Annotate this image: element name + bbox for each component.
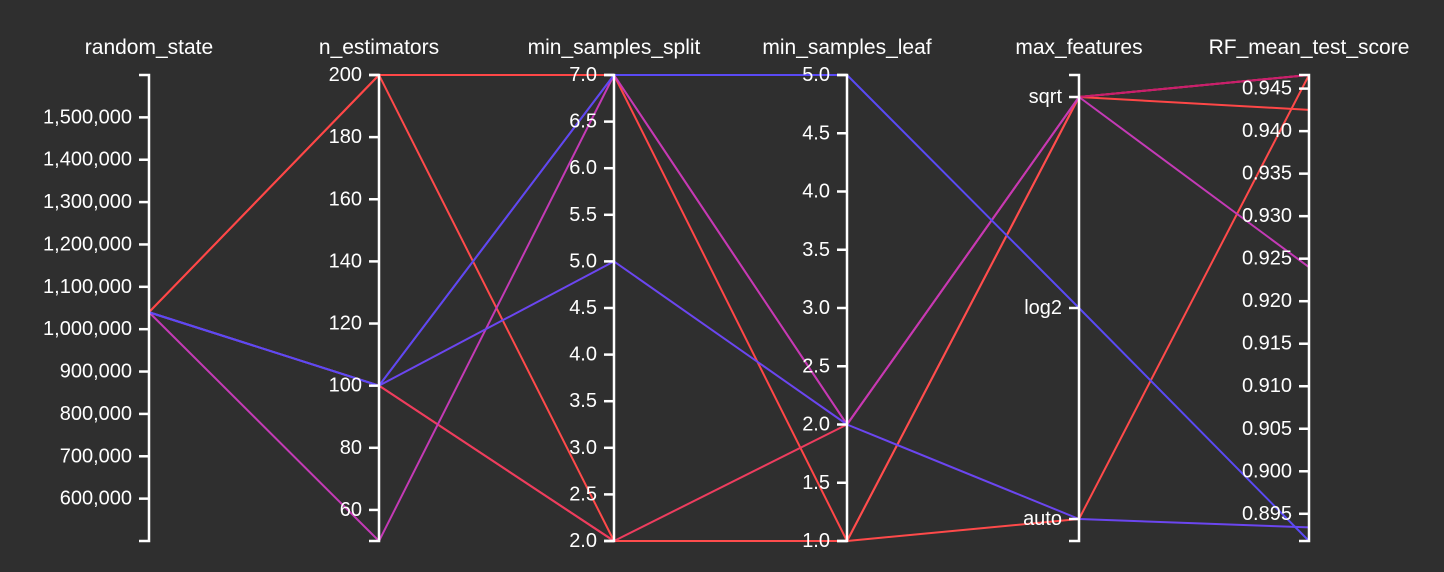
axis-title-random-state: random_state (85, 36, 213, 59)
axis-min-samples-leaf: min_samples_leaf 1.0 1.5 2.0 2.5 3.0 3.5 4.0 4.5… (762, 36, 931, 552)
axis-title-n-estimators: n_estimators (319, 36, 439, 59)
tick-label-min-samples-leaf: 2.5 (802, 355, 830, 377)
tick-label-rf-mean-test-score: 0.940 (1242, 120, 1292, 142)
series-line-4 (148, 74, 1310, 542)
tick-label-max-features: auto (1023, 508, 1062, 530)
tick-label-n-estimators: 120 (329, 313, 362, 335)
tick-label-random-state: 900,000 (60, 361, 132, 383)
tick-label-random-state: 1,400,000 (43, 149, 132, 171)
axis-title-rf-mean-test-score: RF_mean_test_score (1209, 36, 1410, 59)
tick-label-min-samples-split: 2.0 (569, 530, 597, 552)
tick-label-min-samples-leaf: 3.0 (802, 297, 830, 319)
axis-line-rf-mean-test-score (1299, 73, 1311, 543)
axis-min-samples-split: min_samples_split 2.0 2.5 3.0 3.5 4.0 4.5 5.0 5.… (528, 36, 701, 552)
axis-line-random-state (139, 73, 151, 543)
tick-label-random-state: 600,000 (60, 488, 132, 510)
axes-layer: random_state 600,000 700,000 800,000 900,000… (43, 36, 1409, 552)
tick-label-rf-mean-test-score: 0.900 (1242, 460, 1292, 482)
tick-label-min-samples-leaf: 4.5 (802, 122, 830, 144)
tick-label-rf-mean-test-score: 0.905 (1242, 418, 1292, 440)
axis-title-min-samples-split: min_samples_split (528, 36, 701, 59)
tick-label-min-samples-split: 4.5 (569, 297, 597, 319)
tick-label-n-estimators: 60 (340, 499, 362, 521)
tick-label-random-state: 700,000 (60, 445, 132, 467)
tick-label-rf-mean-test-score: 0.935 (1242, 163, 1292, 185)
tick-label-rf-mean-test-score: 0.920 (1242, 290, 1292, 312)
series-line-5 (148, 74, 1310, 426)
tick-label-random-state: 1,300,000 (43, 191, 132, 213)
tick-label-min-samples-leaf: 2.0 (802, 414, 830, 436)
series-line-2 (148, 74, 1310, 542)
tick-label-min-samples-split: 2.5 (569, 483, 597, 505)
tick-label-random-state: 1,200,000 (43, 233, 132, 255)
tick-label-rf-mean-test-score: 0.925 (1242, 248, 1292, 270)
tick-label-n-estimators: 160 (329, 188, 362, 210)
tick-label-min-samples-leaf: 3.5 (802, 239, 830, 261)
tick-label-min-samples-split: 5.5 (569, 204, 597, 226)
tick-label-min-samples-leaf: 4.0 (802, 181, 830, 203)
axis-rf-mean-test-score: RF_mean_test_score 0.895 0.900 0.905 0.910 0.… (1209, 36, 1410, 543)
axis-line-n-estimators (369, 73, 381, 543)
tick-label-rf-mean-test-score: 0.930 (1242, 205, 1292, 227)
tick-label-min-samples-split: 7.0 (569, 64, 597, 86)
tick-label-min-samples-split: 6.0 (569, 157, 597, 179)
series-line-8 (148, 74, 1310, 542)
axis-random-state: random_state 600,000 700,000 800,000 900,000… (43, 36, 213, 543)
tick-label-min-samples-leaf: 1.5 (802, 472, 830, 494)
tick-label-min-samples-leaf: 1.0 (802, 530, 830, 552)
tick-label-random-state: 1,100,000 (43, 276, 132, 298)
axis-title-max-features: max_features (1015, 36, 1142, 59)
series-line-6 (148, 74, 1310, 542)
tick-label-min-samples-split: 3.5 (569, 390, 597, 412)
tick-label-min-samples-split: 4.0 (569, 344, 597, 366)
series-line-7 (148, 260, 1310, 529)
tick-label-rf-mean-test-score: 0.910 (1242, 375, 1292, 397)
tick-label-n-estimators: 80 (340, 437, 362, 459)
tick-label-n-estimators: 180 (329, 126, 362, 148)
tick-label-random-state: 800,000 (60, 403, 132, 425)
tick-label-n-estimators: 100 (329, 375, 362, 397)
series-line-1 (148, 74, 1310, 542)
tick-label-max-features: sqrt (1029, 86, 1063, 108)
series-lines-layer (148, 74, 1310, 542)
tick-label-max-features: log2 (1024, 297, 1062, 319)
tick-label-random-state: 1,000,000 (43, 318, 132, 340)
tick-label-n-estimators: 140 (329, 250, 362, 272)
tick-label-min-samples-split: 5.0 (569, 250, 597, 272)
tick-label-min-samples-leaf: 5.0 (802, 64, 830, 86)
tick-label-min-samples-split: 6.5 (569, 111, 597, 133)
tick-label-rf-mean-test-score: 0.915 (1242, 333, 1292, 355)
tick-label-n-estimators: 200 (329, 64, 362, 86)
tick-label-min-samples-split: 3.0 (569, 437, 597, 459)
axis-title-min-samples-leaf: min_samples_leaf (762, 36, 931, 59)
series-line-3 (148, 74, 1310, 542)
tick-label-rf-mean-test-score: 0.945 (1242, 78, 1292, 100)
tick-label-random-state: 1,500,000 (43, 106, 132, 128)
axis-n-estimators: n_estimators 60 80 100 120 140 160 180 200 (319, 36, 439, 543)
tick-label-rf-mean-test-score: 0.895 (1242, 503, 1292, 525)
